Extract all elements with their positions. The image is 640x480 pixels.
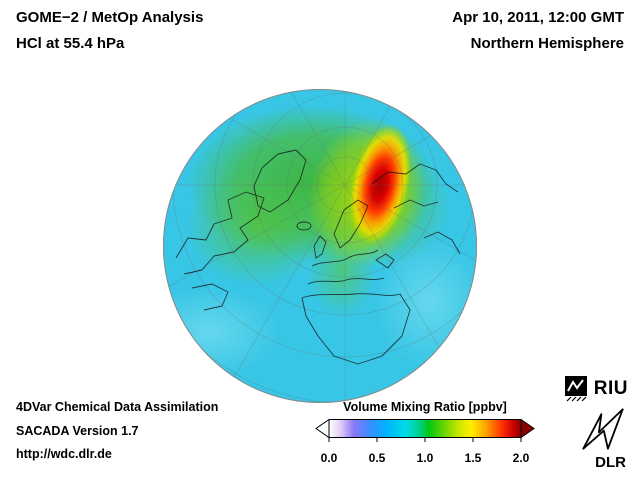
url-label: http://wdc.dlr.de (16, 447, 112, 461)
colorbar-tick: 1.5 (464, 451, 482, 465)
coastlines (175, 149, 461, 365)
colorbar-gradient (315, 418, 535, 442)
title-line2: HCl at 55.4 hPa (16, 35, 125, 52)
colorbar-left-arrow (315, 418, 330, 439)
globe-limb (163, 89, 477, 403)
colorbar-tick-marks (328, 437, 522, 442)
datetime-block: Apr 10, 2011, 12:00 GMT Northern Hemisph… (452, 10, 624, 51)
colorbar-tick: 1.0 (416, 451, 434, 465)
dlr-logo-icon (582, 408, 624, 450)
colorbar-tick: 0.0 (320, 451, 338, 465)
riu-logo-text: RIU (593, 378, 628, 399)
globe-map (162, 88, 478, 404)
colorbar-ramp (328, 419, 522, 438)
globe-svg (163, 89, 477, 403)
dlr-logo: DLR (566, 406, 628, 471)
colorbar-tick: 0.5 (368, 451, 386, 465)
title-block: GOME−2 / MetOp Analysis HCl at 55.4 hPa (16, 10, 203, 51)
colorbar-tick: 2.0 (512, 451, 530, 465)
colorbar-right-arrow (520, 418, 535, 439)
attribution-block: 4DVar Chemical Data Assimilation SACADA … (16, 401, 218, 472)
region-label: Northern Hemisphere (470, 35, 624, 52)
dlr-logo-text: DLR (595, 454, 626, 471)
riu-logo-icon (564, 376, 587, 402)
riu-logo: RIU (564, 376, 628, 402)
green-canada-field (185, 170, 329, 286)
date-label: Apr 10, 2011, 12:00 GMT (452, 9, 624, 26)
colorbar-tick-labels: 0.0 0.5 1.0 1.5 2.0 (315, 451, 535, 467)
colorbar-title: Volume Mixing Ratio [ppbv] (343, 400, 507, 414)
version-label: SACADA Version 1.7 (16, 423, 139, 438)
colorbar: Volume Mixing Ratio [ppbv] (315, 400, 535, 467)
title-line1: GOME−2 / MetOp Analysis (16, 9, 204, 26)
assimilation-label: 4DVar Chemical Data Assimilation (16, 400, 219, 414)
